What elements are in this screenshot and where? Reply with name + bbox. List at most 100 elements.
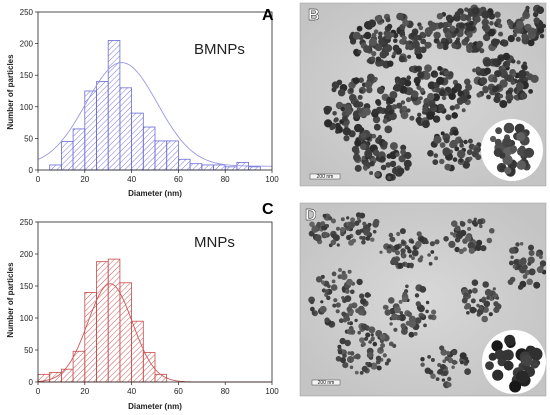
particle (453, 83, 462, 92)
particle (481, 10, 490, 19)
particle (319, 305, 327, 313)
particle (439, 158, 445, 165)
particle (391, 97, 396, 103)
particle (328, 216, 333, 221)
particle (336, 226, 340, 231)
histogram-bar (224, 166, 238, 171)
particle (353, 153, 361, 162)
particle (372, 108, 379, 115)
particle (461, 297, 468, 304)
y-axis-title: Number of particles (6, 54, 15, 130)
particle (519, 266, 527, 274)
particle (454, 146, 460, 152)
particle (398, 79, 405, 86)
particle (399, 311, 404, 315)
particle (475, 154, 482, 161)
particle (386, 23, 393, 30)
histogram-bar (201, 164, 214, 171)
particle (382, 353, 387, 358)
histogram-bar (213, 164, 226, 171)
particle (451, 112, 459, 119)
y-tick-label: 50 (24, 346, 33, 355)
particle (405, 43, 412, 50)
particle (357, 216, 361, 221)
particle (497, 56, 503, 61)
particle (309, 221, 315, 228)
particle (511, 72, 517, 77)
particle (454, 225, 461, 232)
particle (361, 236, 367, 241)
series-label: MNPs (194, 234, 235, 251)
particle (527, 27, 536, 36)
particle (454, 103, 460, 110)
particle (389, 91, 398, 99)
particle (310, 306, 315, 312)
particle (372, 149, 380, 157)
particle (442, 27, 449, 33)
particle (515, 242, 520, 247)
particle (420, 362, 425, 367)
particle (536, 266, 544, 274)
particle (526, 278, 533, 286)
particle (351, 145, 360, 154)
particle (471, 7, 480, 16)
particle (527, 261, 532, 266)
particle (356, 278, 363, 286)
particle (387, 175, 392, 180)
particle (421, 120, 430, 129)
particle (360, 298, 367, 305)
particle (502, 349, 514, 361)
particle (416, 52, 423, 60)
particle (426, 111, 435, 120)
particle (545, 29, 546, 32)
particle (406, 75, 412, 80)
particle (445, 351, 451, 356)
particle (479, 306, 483, 311)
particle (357, 94, 363, 100)
y-tick-label: 0 (29, 166, 34, 175)
particle (437, 66, 443, 71)
particle (471, 279, 479, 287)
particle (434, 87, 441, 93)
particle (405, 97, 412, 103)
particle (384, 361, 389, 366)
particle (395, 250, 400, 256)
particle (372, 341, 378, 347)
particle (401, 296, 408, 303)
particle (422, 71, 431, 80)
particle (337, 350, 343, 355)
particle (337, 344, 342, 349)
particle (427, 20, 434, 27)
particle (453, 13, 461, 22)
particle (474, 16, 481, 23)
particle (482, 87, 489, 94)
particle (388, 341, 394, 347)
particle (488, 312, 493, 317)
particle (492, 291, 496, 295)
histogram-bar (107, 258, 121, 383)
particle (509, 247, 516, 254)
y-tick-label: 100 (20, 314, 34, 323)
scale-bar (311, 379, 341, 386)
particle (495, 127, 502, 135)
particle (470, 298, 476, 304)
particle (347, 269, 352, 274)
particle (427, 92, 435, 101)
particle (370, 337, 375, 342)
y-tick-label: 100 (20, 103, 34, 112)
x-tick-label: 0 (36, 175, 41, 184)
particle (418, 25, 424, 31)
particle (349, 351, 355, 356)
particle (443, 236, 449, 242)
particle (405, 284, 409, 289)
particle (486, 295, 491, 300)
particle (437, 368, 444, 375)
particle (442, 370, 448, 377)
particle (373, 29, 379, 34)
particle (459, 143, 464, 148)
particle (467, 226, 472, 231)
particle (338, 268, 342, 272)
particle (428, 261, 433, 266)
particle (491, 340, 503, 352)
particle (361, 341, 366, 347)
